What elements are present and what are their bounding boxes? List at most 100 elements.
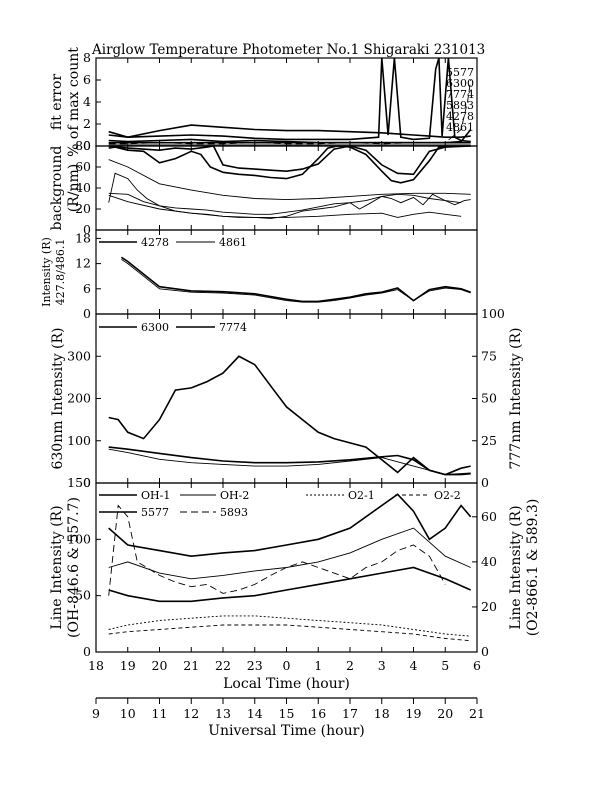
y-axis-label: (OH-846.6 & 557.7)	[66, 497, 82, 638]
y-axis-label: Intensity (R)	[40, 237, 53, 307]
x-tick-label: 20	[152, 658, 168, 673]
y-tick-label: 6	[83, 72, 91, 87]
y-tick-label: 12	[75, 256, 91, 271]
y-axis-label: % of max count	[66, 47, 82, 157]
legend-label: 7774	[446, 88, 474, 101]
ut-tick-label: 20	[437, 706, 453, 721]
ut-tick-label: 13	[215, 706, 231, 721]
y-tick-label: 20	[75, 201, 91, 216]
series-line-background-4	[108, 192, 462, 215]
ut-tick-label: 11	[152, 706, 168, 721]
y-axis-label: background	[49, 146, 65, 231]
x-tick-label: 6	[473, 658, 481, 673]
y-tick-label: 50	[75, 588, 91, 603]
y-tick-label: 0	[83, 475, 91, 490]
x-tick-label: 22	[215, 658, 231, 673]
y-axis-label: 427.8/486.1	[54, 239, 67, 306]
y-right-tick-label: 25	[481, 433, 497, 448]
legend-label: O2-1	[348, 489, 375, 502]
series-line-fit_error-7774	[108, 58, 471, 143]
series-line-background-2	[108, 159, 471, 201]
y-tick-label: 8	[83, 50, 91, 65]
y-axis-label: (R/nm)	[66, 164, 82, 212]
series-line-line_intensity-OH-2	[108, 527, 471, 580]
legend-label: 5893	[220, 506, 248, 519]
ut-tick-label: 15	[279, 706, 295, 721]
x-tick-label: 19	[120, 658, 136, 673]
x-tick-label: 21	[183, 658, 199, 673]
y-tick-label: 100	[67, 433, 91, 448]
y-axis-label: 630nm Intensity (R)	[50, 327, 66, 469]
y-tick-label: 80	[75, 138, 91, 153]
y-tick-label: 0	[83, 644, 91, 659]
x-tick-label: 0	[283, 658, 291, 673]
y-tick-label: 300	[67, 348, 91, 363]
y-axis-label-right: 777nm Intensity (R)	[508, 327, 524, 469]
legend-label: 4861	[446, 121, 474, 134]
series-line-intensity_630_777-6300	[108, 355, 471, 476]
series-line-line_intensity-O2-2	[108, 624, 471, 642]
ut-axis-label: Universal Time (hour)	[208, 723, 365, 739]
legend-label: 4861	[219, 236, 247, 249]
y-right-tick-label: 0	[481, 475, 489, 490]
legend-label: 6300	[446, 77, 474, 90]
legend-label: OH-1	[141, 489, 170, 502]
legend-label: OH-2	[220, 489, 249, 502]
y-tick-label: 2	[83, 116, 91, 131]
y-right-tick-label: 60	[481, 509, 497, 524]
y-tick-label: 6	[83, 281, 91, 296]
legend-label: 5577	[446, 66, 474, 79]
chart-title: Airglow Temperature Photometer No.1 Shig…	[91, 42, 485, 58]
y-axis-label: fit error	[49, 74, 65, 131]
y-right-tick-label: 40	[481, 554, 497, 569]
ut-tick-label: 18	[374, 706, 390, 721]
x-tick-label: 2	[346, 658, 354, 673]
y-tick-label: 0	[83, 138, 91, 153]
y-right-tick-label: 0	[481, 644, 489, 659]
series-line-line_intensity-5893	[108, 504, 446, 596]
y-axis-label: Line Intensity (R)	[49, 505, 65, 629]
series-line-line_intensity-O2-1	[108, 615, 471, 637]
y-right-tick-label: 50	[481, 391, 497, 406]
series-line-background-0	[108, 146, 471, 184]
legend-label: 6300	[141, 321, 169, 334]
legend-label: O2-2	[434, 489, 461, 502]
x-tick-label: 3	[378, 658, 386, 673]
y-axis-label-right: Line Intensity (R)	[508, 505, 524, 629]
series-line-background-3	[108, 172, 471, 219]
ut-tick-label: 14	[247, 706, 263, 721]
series-line-fit_error-5577	[108, 124, 471, 139]
legend-label: 4278	[141, 236, 169, 249]
y-right-tick-label: 75	[481, 348, 497, 363]
y-tick-label: 0	[83, 222, 91, 237]
series-line-line_intensity-OH-1	[108, 566, 472, 603]
y-tick-label: 100	[67, 531, 91, 546]
legend-label: 7774	[219, 321, 247, 334]
x-tick-label: 18	[88, 658, 104, 673]
ut-tick-label: 21	[469, 706, 485, 721]
ut-tick-label: 12	[183, 706, 199, 721]
x-tick-label: 5	[441, 658, 449, 673]
x-tick-label: 23	[247, 658, 263, 673]
ut-tick-label: 16	[310, 706, 326, 721]
x-axis-label: Local Time (hour)	[223, 676, 350, 692]
series-line-background-1	[108, 146, 471, 176]
y-tick-label: 60	[75, 159, 91, 174]
ut-tick-label: 17	[342, 706, 358, 721]
series-line-fit_error-5893	[108, 79, 472, 145]
y-right-tick-label: 20	[481, 599, 497, 614]
y-right-tick-label: 100	[481, 306, 505, 321]
y-tick-label: 40	[75, 180, 91, 195]
y-tick-label: 18	[75, 230, 91, 245]
series-line-intensity_630_777-7774	[108, 448, 471, 476]
ut-tick-label: 10	[120, 706, 136, 721]
ut-tick-label: 19	[406, 706, 422, 721]
panel-frame-fit_error	[95, 57, 478, 147]
y-tick-label: 200	[67, 391, 91, 406]
legend-label: 5893	[446, 99, 474, 112]
y-tick-label: 4	[83, 94, 91, 109]
legend-label: 4278	[446, 110, 474, 123]
series-line-background-5	[108, 194, 462, 218]
x-tick-label: 4	[410, 658, 418, 673]
